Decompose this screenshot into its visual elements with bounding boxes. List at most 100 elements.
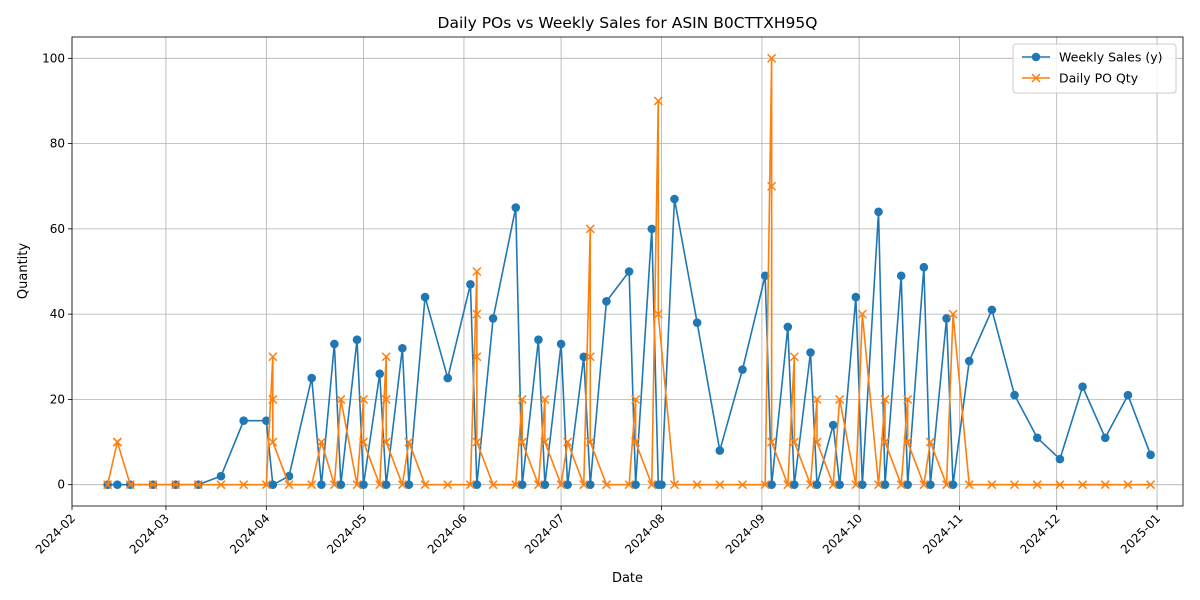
data-point [767, 437, 777, 447]
data-point [790, 480, 799, 489]
data-point [112, 437, 122, 447]
data-point [443, 373, 453, 383]
data-point [767, 181, 777, 191]
data-point [472, 480, 482, 489]
data-point [789, 352, 799, 362]
data-point [1146, 480, 1156, 490]
data-point [540, 480, 550, 489]
data-point [851, 480, 861, 490]
data-point [103, 480, 113, 490]
data-point [1032, 480, 1042, 490]
data-point [488, 314, 498, 323]
data-point [336, 480, 346, 489]
data-point [715, 446, 725, 455]
legend: Weekly Sales (y) Daily PO Qty [1012, 43, 1177, 94]
data-point [896, 271, 906, 281]
x-tick-label: 2024-07 [522, 511, 567, 556]
data-point [1055, 480, 1065, 490]
data-point [828, 420, 838, 430]
data-point [268, 394, 278, 404]
data-point [540, 394, 550, 404]
data-point [669, 480, 679, 490]
data-point [624, 267, 634, 276]
data-point [533, 480, 543, 490]
data-point [330, 339, 339, 349]
y-axis-label: Quantity [16, 243, 31, 299]
data-point [239, 480, 249, 490]
data-point [631, 437, 641, 447]
y-tick-label: 80 [50, 137, 65, 151]
data-point [631, 480, 640, 489]
data-point [375, 369, 385, 379]
data-point [336, 394, 346, 404]
data-point [738, 365, 747, 374]
data-point [942, 480, 952, 490]
data-point [812, 480, 822, 489]
data-point [760, 271, 770, 281]
data-point [767, 480, 776, 489]
x-tick-label: 2024-09 [723, 511, 768, 556]
data-point [858, 480, 867, 489]
data-point [903, 394, 913, 404]
data-point [239, 416, 248, 426]
data-point [307, 480, 317, 490]
data-point [284, 480, 294, 490]
x-tick-label: 2024-08 [622, 511, 667, 556]
data-point [488, 480, 498, 490]
data-point [806, 348, 815, 357]
series-layer [103, 53, 1156, 490]
x-tick-label: 2024-11 [920, 511, 965, 556]
data-point [563, 480, 572, 489]
data-point [767, 53, 777, 63]
data-point [601, 480, 611, 490]
data-point [113, 480, 122, 489]
data-point [517, 480, 527, 489]
x-tick-label: 2024-10 [820, 511, 865, 556]
data-point [692, 318, 702, 327]
data-point [812, 394, 822, 404]
data-point [647, 480, 657, 490]
series-line [106, 57, 1151, 486]
data-point [653, 309, 663, 319]
x-tick-label: 2024-05 [324, 511, 369, 556]
data-point [585, 224, 595, 234]
data-point [517, 437, 527, 447]
data-point [268, 352, 278, 362]
data-point [125, 480, 135, 490]
data-point [472, 352, 482, 362]
legend-marker [1031, 52, 1041, 62]
data-point [517, 394, 527, 404]
data-point [352, 480, 362, 490]
data-point [556, 339, 566, 349]
data-point [1100, 433, 1110, 443]
data-point [420, 480, 430, 490]
data-point [812, 437, 822, 447]
data-point [307, 373, 316, 383]
data-point [397, 480, 407, 490]
data-point [472, 437, 482, 447]
grid-lines [71, 37, 1183, 506]
data-point [783, 480, 793, 490]
data-point [268, 437, 278, 447]
data-point [534, 335, 543, 345]
data-point [857, 309, 867, 319]
data-point [381, 437, 391, 447]
data-point [511, 203, 521, 212]
data-point [835, 480, 844, 489]
data-point [987, 480, 997, 490]
data-point [925, 437, 935, 447]
data-point [420, 292, 430, 302]
data-point [404, 437, 414, 447]
legend-marker [1031, 73, 1041, 83]
data-point [261, 480, 271, 490]
data-point [903, 480, 912, 489]
data-point [171, 480, 181, 490]
data-point [942, 314, 951, 323]
chart-title: Daily POs vs Weekly Sales for ASIN B0CTT… [438, 14, 818, 32]
data-point [585, 352, 595, 362]
data-point [760, 480, 770, 490]
data-point [329, 480, 339, 490]
data-point [880, 437, 890, 447]
y-tick-label: 0 [57, 478, 65, 492]
data-point [874, 207, 883, 217]
